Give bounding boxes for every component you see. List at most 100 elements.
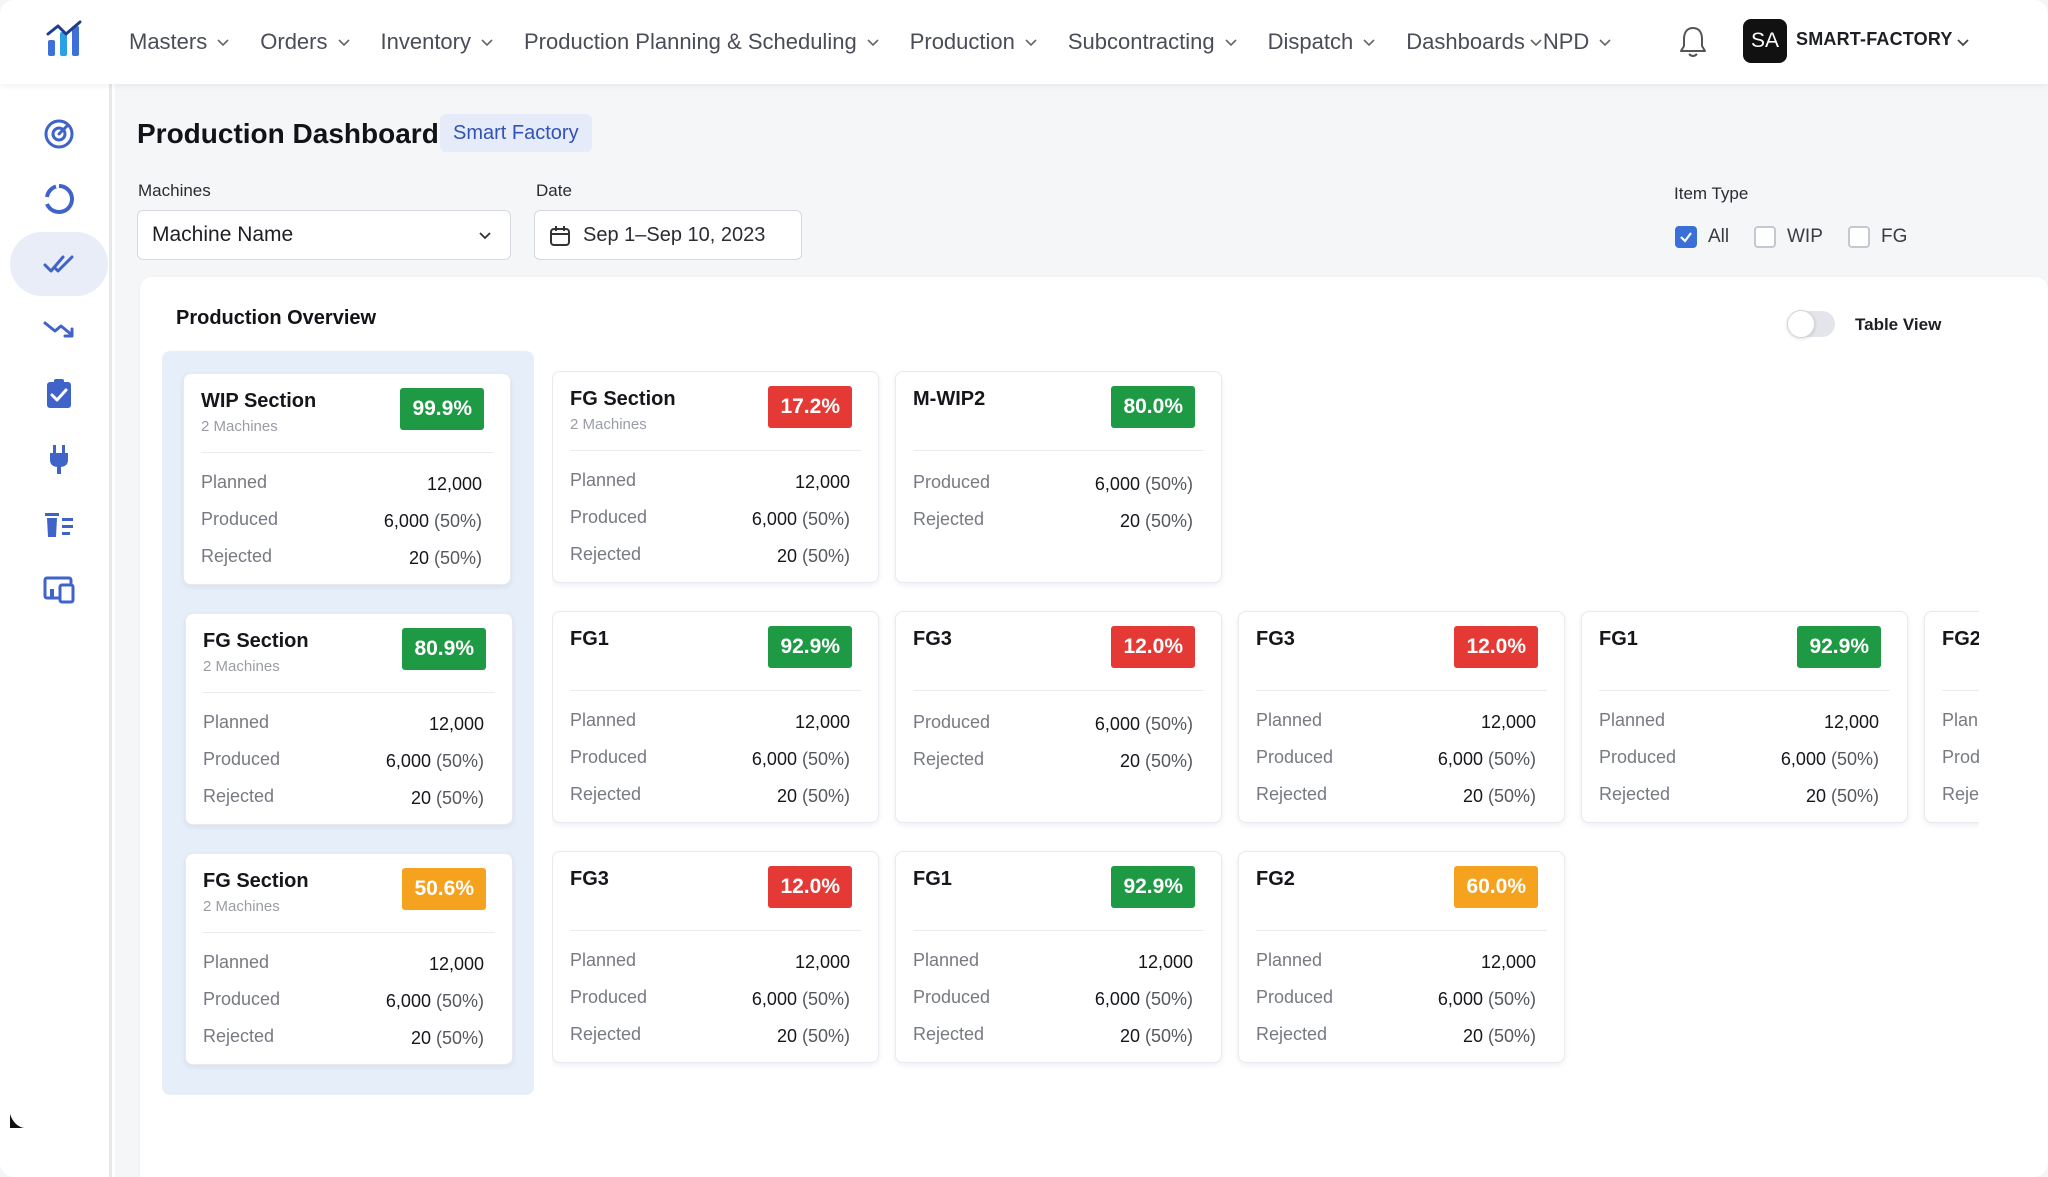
section-card[interactable]: WIP Section 2 Machines 99.9% Planned 12,00…	[183, 373, 511, 585]
nav-production[interactable]: Production	[910, 29, 1038, 55]
item-type-wip[interactable]: WIP	[1754, 226, 1823, 248]
metric-row-planned: Planned 12,000	[203, 952, 484, 978]
metric-label: Rejected	[913, 509, 985, 529]
machines-select[interactable]: Machine Name	[137, 210, 511, 260]
machine-card[interactable]: FG3 12.0% Planned 12,000 Produced 6,000 (…	[1238, 611, 1565, 823]
metric-number: 6,000	[385, 751, 431, 771]
metric-label: Planned	[570, 710, 637, 730]
sidebar-item-tasks[interactable]	[10, 362, 108, 426]
production-overview-panel: Production Overview Table View WIP Secti…	[140, 277, 2048, 1177]
metric-label: Produced	[203, 749, 281, 769]
nav-dashboards[interactable]: Dashboards	[1406, 29, 1543, 55]
metric-label: Planned	[203, 712, 270, 732]
metric-label: Planned	[1599, 710, 1666, 730]
nav-npd[interactable]: NPD	[1543, 29, 1612, 55]
metric-row-planned: Planned 12,000	[201, 472, 482, 498]
card-title: FG3	[913, 628, 952, 650]
card-divider	[1599, 690, 1890, 691]
sidebar-item-power[interactable]	[10, 427, 108, 491]
metric-value: 12,000	[795, 712, 850, 733]
metric-percent: (50%)	[1144, 714, 1193, 734]
metric-row-produced: Produced 6,000 (50%)	[203, 749, 484, 775]
metric-label: Produced	[913, 712, 991, 732]
machine-card[interactable]: FG2 60.0% Planned 12,000 Produced 6,000 (…	[1238, 851, 1565, 1063]
metric-value: 20 (50%)	[411, 1028, 484, 1049]
metric-number: 20	[1805, 786, 1826, 806]
metric-label: Planned	[203, 952, 270, 972]
metric-number: 12,000	[428, 714, 484, 734]
chevron-down-icon	[479, 232, 491, 240]
metric-number: 20	[776, 1026, 797, 1046]
checkbox-checked-icon[interactable]	[1675, 226, 1697, 248]
nav-dispatch[interactable]: Dispatch	[1268, 29, 1377, 55]
metric-row-produced: Produced 6,000 (50%)	[1256, 987, 1536, 1013]
notification-bell-icon[interactable]	[1676, 24, 1710, 60]
user-name[interactable]: SMART-FACTORY	[1796, 29, 1953, 49]
metric-percent: (50%)	[801, 786, 850, 806]
machine-card[interactable]: FG3 12.0% Produced 6,000 (50%) Rejected 2…	[895, 611, 1222, 823]
metric-row-produced: Produced 6,000 (50%)	[1256, 747, 1536, 773]
item-type-fg[interactable]: FG	[1848, 226, 1907, 248]
chevron-down-icon[interactable]	[1956, 35, 1970, 49]
metric-value: 6,000 (50%)	[1095, 989, 1193, 1010]
metric-row-rejected: Rejected 20 (50%)	[913, 509, 1193, 535]
section-card[interactable]: FG Section 2 Machines 50.6% Planned 12,000…	[185, 853, 513, 1065]
nav-label: Subcontracting	[1067, 29, 1215, 54]
metric-value: 6,000 (50%)	[386, 751, 484, 772]
metric-number: 6,000	[383, 511, 429, 531]
nav-inventory[interactable]: Inventory	[381, 29, 495, 55]
metric-label: Produced	[1599, 747, 1677, 767]
metric-value: 12,000	[1481, 712, 1536, 733]
machine-card[interactable]: M-WIP2 80.0% Produced 6,000 (50%) Rejecte…	[895, 371, 1222, 583]
metric-value: 20 (50%)	[1806, 786, 1879, 807]
checkbox-icon[interactable]	[1848, 226, 1870, 248]
machine-card[interactable]: FG1 92.9% Planned 12,000 Produced 6,000 (…	[552, 611, 879, 823]
card-divider	[913, 450, 1204, 451]
gauge-icon	[44, 119, 74, 149]
machine-card[interactable]: FG2 Planned Produced Rejected	[1924, 611, 1979, 823]
metric-row-rejected: Rejected 20 (50%)	[1256, 784, 1536, 810]
clipboard-check-icon	[47, 379, 71, 408]
nav-masters[interactable]: Masters	[129, 29, 230, 55]
efficiency-badge: 92.9%	[1111, 866, 1195, 908]
table-view-toggle[interactable]	[1787, 310, 1835, 338]
section-card[interactable]: FG Section 2 Machines 80.9% Planned 12,000…	[185, 613, 513, 825]
metric-label: Planned	[1256, 950, 1323, 970]
machine-card[interactable]: FG1 92.9% Planned 12,000 Produced 6,000 (…	[895, 851, 1222, 1063]
metric-value: 12,000	[795, 472, 850, 493]
machine-card[interactable]: FG1 92.9% Planned 12,000 Produced 6,000 (…	[1581, 611, 1908, 823]
machine-card[interactable]: FG Section 2 Machines 17.2% Planned 12,000…	[552, 371, 879, 583]
machines-select-value: Machine Name	[152, 223, 294, 246]
metric-number: 12,000	[1480, 952, 1536, 972]
metric-row-planned: Planned 12,000	[913, 950, 1193, 976]
sidebar-item-production[interactable]	[10, 232, 108, 296]
metric-value: 20 (50%)	[777, 1026, 850, 1047]
app-logo-icon[interactable]	[44, 20, 84, 60]
nav-label: Production Planning & Scheduling	[524, 29, 857, 54]
card-title: FG3	[570, 868, 609, 890]
nav-production-planning[interactable]: Production Planning & Scheduling	[524, 29, 880, 55]
metric-label: Rejected	[1256, 1024, 1328, 1044]
chevron-down-icon	[867, 39, 879, 47]
nav-orders[interactable]: Orders	[260, 29, 350, 55]
sidebar-item-devices[interactable]	[10, 557, 108, 621]
page-title: Production Dashboard	[137, 118, 439, 149]
checkbox-icon[interactable]	[1754, 226, 1776, 248]
metric-label: Rejected	[913, 749, 985, 769]
nav-subcontracting[interactable]: Subcontracting	[1068, 29, 1238, 55]
table-view-label[interactable]: Table View	[1855, 315, 1942, 334]
sidebar-item-rejects[interactable]	[10, 492, 108, 556]
card-divider	[913, 930, 1204, 931]
date-range-picker[interactable]: Sep 1–Sep 10, 2023	[534, 210, 802, 260]
sidebar-item-donut[interactable]	[10, 167, 108, 231]
metric-percent: (50%)	[435, 751, 484, 771]
card-title: WIP Section	[201, 390, 317, 412]
sidebar-item-trend[interactable]	[10, 297, 108, 361]
avatar[interactable]: SA	[1743, 19, 1787, 63]
item-type-label-fg: FG	[1881, 226, 1908, 247]
sidebar-item-gauge[interactable]	[10, 102, 108, 166]
metric-row-produced: Produced 6,000 (50%)	[913, 987, 1193, 1013]
machine-card[interactable]: FG3 12.0% Planned 12,000 Produced 6,000 (…	[552, 851, 879, 1063]
item-type-all[interactable]: All	[1675, 226, 1729, 248]
